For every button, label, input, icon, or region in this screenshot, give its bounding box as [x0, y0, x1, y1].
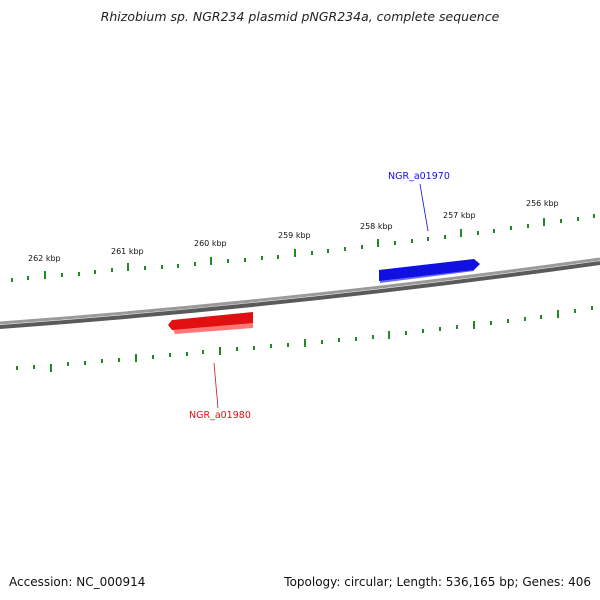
sequence-summary: Topology: circular; Length: 536,165 bp; …	[284, 575, 591, 589]
scale-label: 258 kbp	[360, 222, 393, 231]
gene-arrow-shadow	[173, 322, 253, 334]
scale-label: 261 kbp	[111, 247, 144, 256]
gene-label: NGR_a01980	[189, 410, 251, 421]
gene-leader-line	[213, 362, 219, 409]
gene-arrow	[168, 312, 253, 330]
gene-ngr-a01980[interactable]: NGR_a01980	[168, 312, 253, 421]
gene-leader-line	[419, 183, 429, 232]
backbone-shadow	[0, 261, 600, 329]
accession-label: Accession: NC_000914	[9, 575, 146, 589]
scale-label: 257 kbp	[443, 211, 476, 220]
lower-tick-row	[16, 306, 593, 372]
gene-arrow	[379, 259, 480, 281]
scale-label: 260 kbp	[194, 239, 227, 248]
scale-label: 256 kbp	[526, 199, 559, 208]
gene-ngr-a01970[interactable]: NGR_a01970	[379, 171, 480, 283]
scale-label: 259 kbp	[278, 231, 311, 240]
gene-label: NGR_a01970	[388, 171, 450, 182]
scale-label: 262 kbp	[28, 254, 61, 263]
backbone	[0, 257, 600, 325]
map-title: Rhizobium sp. NGR234 plasmid pNGR234a, c…	[100, 9, 500, 24]
upper-tick-row	[11, 214, 595, 282]
